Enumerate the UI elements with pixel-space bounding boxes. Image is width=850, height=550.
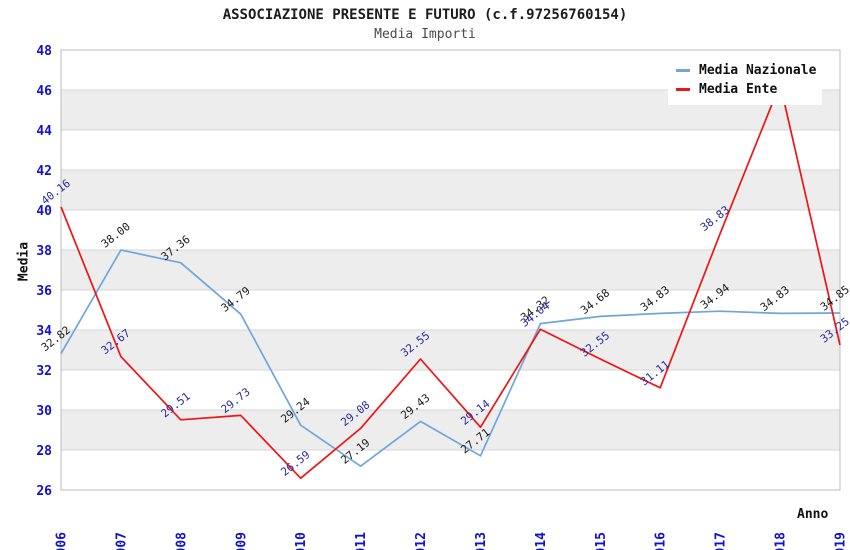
x-tick-label: 2009 [234,532,249,550]
grid-band [61,250,840,290]
chart-subtitle: Media Importi [374,27,476,42]
x-tick-label: 2010 [294,532,309,550]
x-tick-label: 2012 [414,532,429,550]
data-point-label: 34.68 [578,286,612,317]
x-tick-label: 2014 [534,532,549,550]
legend-line-sample-nazionale [676,69,690,72]
y-tick-label: 40 [36,204,52,219]
y-tick-label: 44 [36,124,52,139]
y-tick-label: 26 [36,484,52,499]
y-tick-label: 48 [36,44,52,59]
x-tick-label: 2018 [774,532,789,550]
legend-item-media-ente: Media Ente [676,80,822,99]
grid-band [61,410,840,450]
x-tick-label: 2013 [474,532,489,550]
y-tick-label: 46 [36,84,52,99]
x-tick-label: 2016 [654,532,669,550]
x-tick-label: 2008 [174,532,189,550]
y-tick-label: 34 [36,324,52,339]
x-tick-label: 2006 [55,532,70,550]
x-axis-title: Anno [797,507,829,522]
series-line-media-nazionale [60,249,841,468]
legend-item-media-nazionale: Media Nazionale [676,61,822,80]
legend-label: Media Nazionale [699,63,817,78]
y-tick-label: 32 [36,364,52,379]
y-tick-label: 28 [36,444,52,459]
legend-label: Media Ente [699,82,778,97]
x-tick-label: 2011 [354,532,369,550]
series-line-media-ente [60,83,841,480]
x-tick-label: 2017 [714,532,729,550]
y-tick-label: 30 [36,404,52,419]
legend-line-sample-ente [676,88,690,91]
y-tick-label: 42 [36,164,52,179]
grid-band [61,170,840,210]
plot-border [60,49,841,491]
y-tick-label: 38 [36,244,52,259]
x-tick-label: 2015 [594,532,609,550]
y-axis-title: Media [16,241,32,282]
x-tick-label: 2007 [114,532,129,550]
chart-title: ASSOCIAZIONE PRESENTE E FUTURO (c.f.9725… [222,7,628,23]
data-point-label: 26.59 [278,448,312,479]
x-tick-label: 2019 [834,532,849,550]
y-tick-label: 36 [36,284,52,299]
data-point-label: 38.00 [99,220,133,251]
grid-band [61,330,840,370]
legend-box: Media Nazionale Media Ente [668,56,822,105]
